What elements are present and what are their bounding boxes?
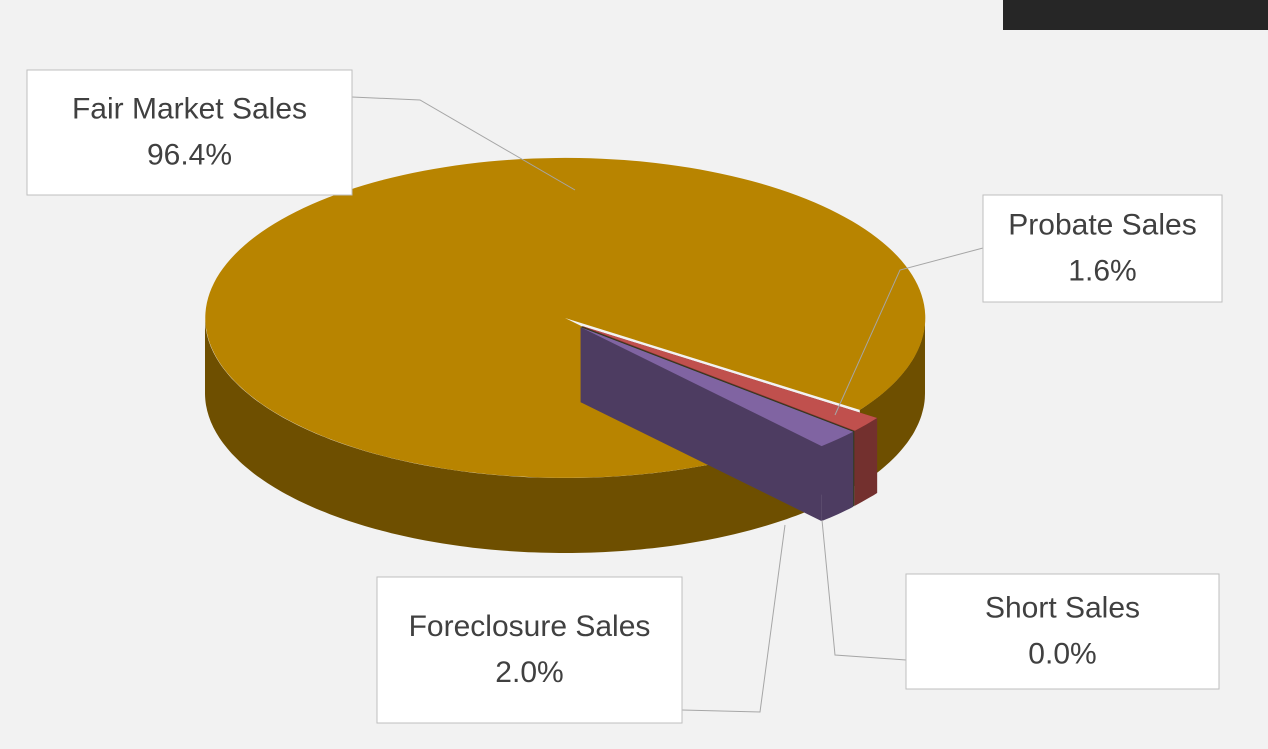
- category-label: Fair Market Sales: [72, 92, 307, 125]
- category-label: Foreclosure Sales: [409, 610, 651, 643]
- corner-bar: [1003, 0, 1268, 30]
- slice-wall: [580, 327, 822, 522]
- label-box: [26, 69, 353, 196]
- slice-side: [205, 319, 806, 553]
- leader-line: [681, 524, 786, 713]
- label-box: [376, 576, 683, 724]
- slice: [580, 327, 854, 447]
- slice: [205, 157, 926, 478]
- category-label: Short Sales: [985, 591, 1140, 624]
- leader-line: [821, 519, 907, 661]
- slice: [582, 326, 878, 431]
- leader-line: [351, 96, 576, 191]
- label-box: [905, 573, 1220, 690]
- label-box: [982, 194, 1223, 303]
- slice-side: [854, 418, 878, 506]
- value-label: 0.0%: [1028, 637, 1096, 670]
- slice-side: [821, 431, 854, 522]
- leader-line: [834, 247, 984, 416]
- value-label: 1.6%: [1068, 254, 1136, 287]
- value-label: 2.0%: [495, 656, 563, 689]
- category-label: Probate Sales: [1008, 208, 1196, 241]
- value-label: 96.4%: [147, 138, 232, 171]
